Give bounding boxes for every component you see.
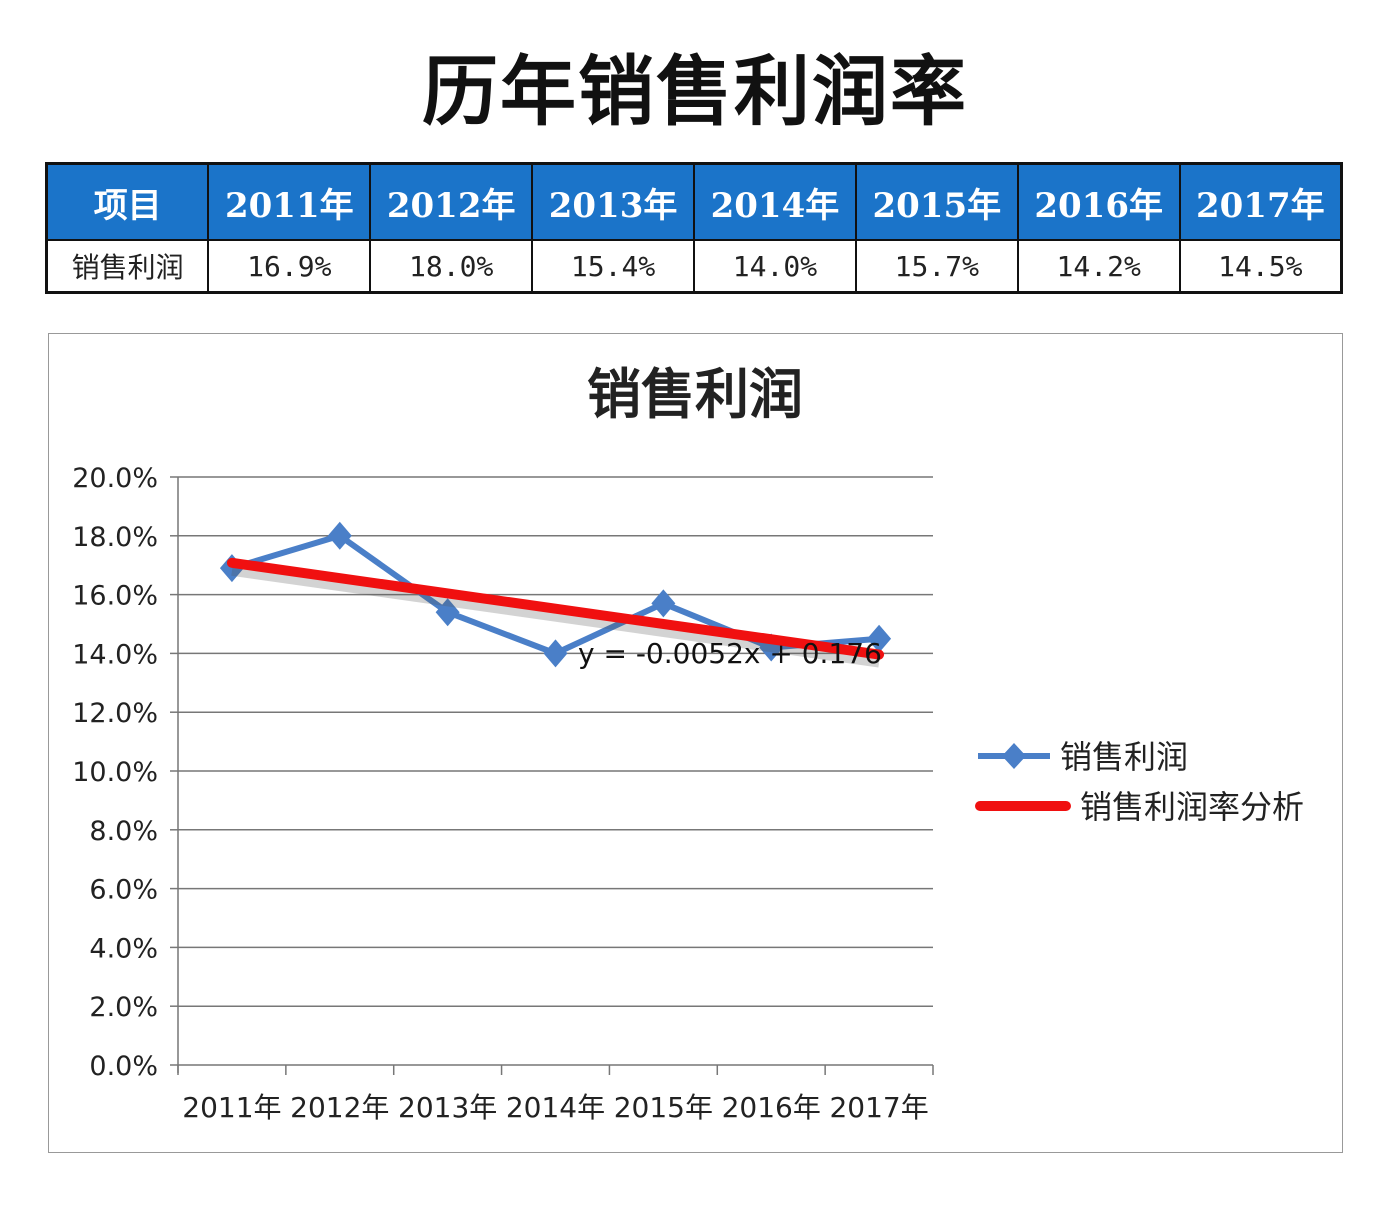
header-cell: 项目 bbox=[45, 162, 210, 241]
value-cell: 14.0% bbox=[693, 239, 857, 294]
header-cell: 2011年 bbox=[207, 162, 372, 241]
table-row: 销售利润 16.9% 18.0% 15.4% 14.0% 15.7% 14.2%… bbox=[45, 239, 1343, 294]
y-tick-label: 0.0% bbox=[89, 1051, 158, 1082]
header-cell: 2015年 bbox=[854, 162, 1019, 241]
chart-title: 销售利润 bbox=[587, 363, 803, 426]
value-cell: 18.0% bbox=[369, 239, 534, 294]
y-tick-label: 8.0% bbox=[89, 816, 158, 847]
data-point-marker bbox=[327, 521, 352, 550]
data-point-marker bbox=[435, 598, 460, 627]
value-cell: 15.4% bbox=[531, 239, 695, 294]
x-tick-label: 2012年 bbox=[290, 1091, 389, 1124]
value-cell: 14.5% bbox=[1178, 239, 1343, 294]
x-tick-label: 2015年 bbox=[614, 1091, 713, 1124]
y-tick-label: 4.0% bbox=[89, 933, 158, 964]
y-tick-label: 10.0% bbox=[72, 757, 158, 788]
y-tick-label: 16.0% bbox=[72, 581, 158, 612]
y-tick-label: 12.0% bbox=[72, 698, 158, 729]
x-tick-label: 2016年 bbox=[722, 1091, 821, 1124]
page-title: 历年销售利润率 bbox=[422, 47, 968, 136]
header-cell: 2012年 bbox=[369, 162, 534, 241]
y-tick-label: 20.0% bbox=[72, 463, 158, 494]
header-cell: 2017年 bbox=[1178, 162, 1343, 241]
data-point-marker bbox=[543, 639, 568, 668]
table-header-row: 项目 2011年 2012年 2013年 2014年 2015年 2016年 2… bbox=[45, 162, 1343, 241]
trendline-shadow bbox=[231, 565, 880, 668]
chart-frame bbox=[48, 333, 1343, 1153]
value-cell: 16.9% bbox=[207, 239, 372, 294]
data-table: 项目 2011年 2012年 2013年 2014年 2015年 2016年 2… bbox=[45, 162, 1343, 294]
y-tick-label: 14.0% bbox=[72, 639, 158, 670]
y-tick-label: 18.0% bbox=[72, 522, 158, 553]
legend-label: 销售利润 bbox=[1060, 738, 1188, 776]
y-tick-label: 2.0% bbox=[89, 992, 158, 1023]
data-point-marker bbox=[651, 589, 676, 618]
header-cell: 2014年 bbox=[693, 162, 857, 241]
trendline bbox=[226, 557, 885, 660]
x-tick-label: 2014年 bbox=[506, 1091, 605, 1124]
trendline-equation: y = -0.0052x + 0.176 bbox=[578, 637, 882, 670]
legend-label: 销售利润率分析 bbox=[1080, 788, 1304, 826]
x-tick-label: 2011年 bbox=[182, 1091, 281, 1124]
x-tick-label: 2013年 bbox=[398, 1091, 497, 1124]
legend-marker bbox=[1002, 743, 1026, 769]
value-cell: 14.2% bbox=[1016, 239, 1181, 294]
header-cell: 2013年 bbox=[531, 162, 695, 241]
row-label: 销售利润 bbox=[45, 239, 210, 294]
y-tick-label: 6.0% bbox=[89, 875, 158, 906]
x-tick-label: 2017年 bbox=[829, 1091, 928, 1124]
header-cell: 2016年 bbox=[1016, 162, 1181, 241]
value-cell: 15.7% bbox=[854, 239, 1019, 294]
data-point-marker bbox=[867, 624, 892, 653]
